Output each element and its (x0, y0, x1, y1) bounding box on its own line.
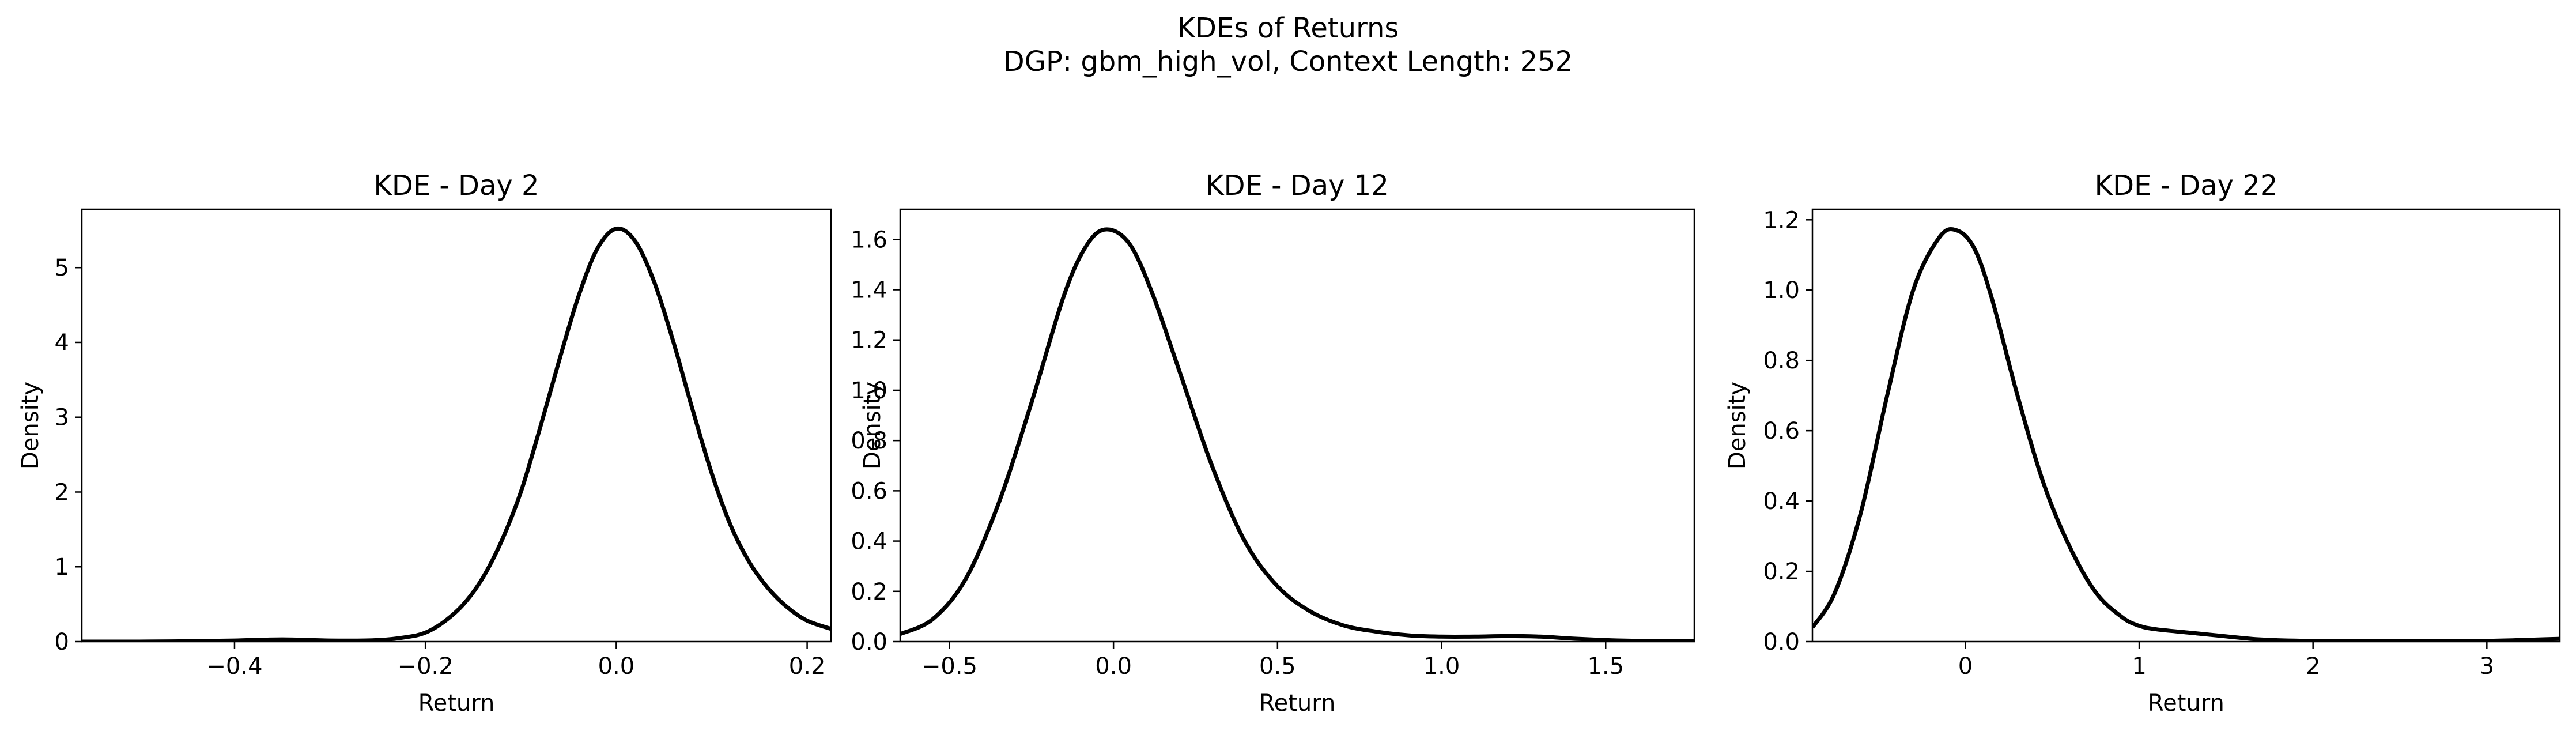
x-axis-label: Return (1259, 690, 1336, 717)
subplot-title: KDE - Day 22 (2095, 169, 2278, 202)
y-axis-label: Density (17, 382, 44, 469)
y-tick-label: 3 (55, 405, 69, 431)
figure-subtitle: DGP: gbm_high_vol, Context Length: 252 (1003, 46, 1573, 78)
y-axis-label: Density (1724, 382, 1751, 469)
y-tick-label: 0.6 (1763, 418, 1800, 444)
x-tick-label: −0.4 (206, 653, 262, 680)
y-tick-label: 0.2 (1763, 559, 1800, 585)
y-axis-label: Density (859, 382, 886, 469)
figure-title: KDEs of Returns (1177, 12, 1399, 44)
y-tick-label: 0 (55, 629, 69, 655)
subplot-title: KDE - Day 2 (373, 169, 539, 202)
x-tick-label: 0.5 (1259, 653, 1296, 680)
x-tick-label: −0.2 (398, 653, 454, 680)
y-tick-label: 1 (55, 554, 69, 581)
y-tick-label: 0.0 (851, 629, 887, 655)
y-tick-label: 5 (55, 255, 69, 281)
x-tick-label: −0.5 (921, 653, 977, 680)
x-tick-label: 0.2 (789, 653, 826, 680)
y-tick-label: 1.2 (851, 327, 887, 354)
y-tick-label: 1.0 (1763, 277, 1800, 304)
y-tick-label: 0.6 (851, 478, 887, 504)
subplot-title: KDE - Day 12 (1206, 169, 1389, 202)
y-tick-label: 1.4 (851, 277, 887, 304)
x-axis-label: Return (2148, 690, 2224, 717)
y-tick-label: 0.4 (1763, 488, 1800, 515)
x-tick-label: 1.0 (1423, 653, 1460, 680)
subplot-3: KDE - Day 22 0 1 2 3 0.0 0.2 0.4 0.6 0.8 1.0 1.2 Ret… (1724, 169, 2561, 717)
x-tick-label: 1 (2132, 653, 2146, 680)
x-axis-label: Return (418, 690, 495, 717)
x-tick-label: 3 (2480, 653, 2494, 680)
kde-line (900, 227, 1694, 642)
x-tick-label: 0.0 (598, 653, 635, 680)
kde-line (1812, 227, 2560, 642)
x-tick-label: 2 (2306, 653, 2320, 680)
y-tick-label: 1.2 (1763, 207, 1800, 233)
y-tick-label: 2 (55, 479, 69, 506)
y-tick-label: 0.8 (851, 428, 887, 454)
subplot-1: KDE - Day 2 −0.4 −0.2 0.0 0.2 0 1 2 3 4 5 Return Den… (17, 169, 832, 717)
axes-frame (81, 208, 832, 643)
y-tick-label: 0.0 (1763, 629, 1800, 655)
x-tick-label: 0 (1958, 653, 1973, 680)
axes-frame (1811, 208, 2561, 643)
subplot-2: KDE - Day 12 −0.5 0.0 0.5 1.0 1.5 0.0 0.2 0.4 0.6… (851, 169, 1695, 717)
x-tick-label: 1.5 (1587, 653, 1624, 680)
y-tick-label: 1.0 (851, 378, 887, 404)
y-tick-label: 0.4 (851, 529, 887, 555)
y-tick-label: 1.6 (851, 227, 887, 253)
y-tick-label: 0.2 (851, 579, 887, 605)
axes-frame (899, 208, 1695, 643)
kde-line (82, 226, 831, 642)
x-tick-label: 0.0 (1095, 653, 1132, 680)
y-tick-label: 4 (55, 330, 69, 356)
y-tick-label: 0.8 (1763, 348, 1800, 374)
subplot-panels: KDE - Day 2 −0.4 −0.2 0.0 0.2 0 1 2 3 4 5 Return Den… (17, 169, 2561, 717)
